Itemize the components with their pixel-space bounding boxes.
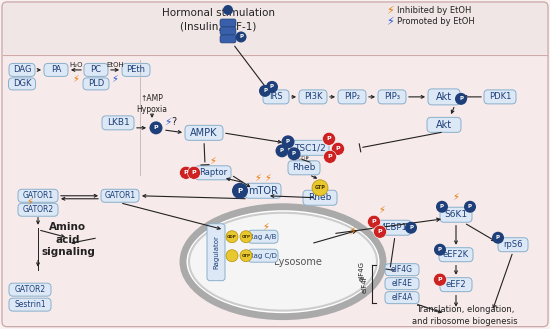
Text: mTOR: mTOR [248,186,278,196]
FancyBboxPatch shape [245,183,281,198]
Text: P: P [292,151,296,156]
Circle shape [150,121,162,134]
FancyBboxPatch shape [427,117,461,132]
Circle shape [226,250,238,262]
Circle shape [240,231,252,243]
Text: GATOR1: GATOR1 [104,191,135,200]
Text: S6K1: S6K1 [444,210,468,219]
FancyBboxPatch shape [377,220,411,235]
Text: ↑AMP
Hypoxia: ↑AMP Hypoxia [136,94,168,114]
Text: P: P [459,96,463,101]
Text: GTP: GTP [315,185,326,190]
Text: PIP₂: PIP₂ [344,92,360,101]
FancyBboxPatch shape [185,125,223,140]
Text: P: P [440,204,444,209]
Text: P: P [286,139,290,144]
Circle shape [288,147,300,160]
Circle shape [433,273,447,286]
Circle shape [322,132,335,145]
Text: P: P [192,170,196,175]
Text: Hormonal stimulation
(Insulin, IGF-1): Hormonal stimulation (Insulin, IGF-1) [162,8,274,31]
Text: P: P [336,146,340,151]
Text: ⚡: ⚡ [112,74,118,84]
Circle shape [373,225,387,238]
Ellipse shape [183,207,383,316]
Text: P: P [409,225,413,230]
FancyBboxPatch shape [378,90,406,104]
FancyBboxPatch shape [3,3,547,55]
Text: P: P [238,188,243,194]
Text: TSC1/2: TSC1/2 [294,143,326,152]
Circle shape [312,180,328,196]
FancyBboxPatch shape [18,189,58,202]
Text: P: P [438,277,442,282]
FancyBboxPatch shape [299,90,327,104]
Text: Ragulator: Ragulator [213,235,219,269]
Circle shape [232,183,248,199]
Circle shape [492,232,504,244]
FancyBboxPatch shape [484,90,516,104]
Circle shape [266,81,278,93]
FancyBboxPatch shape [288,161,320,175]
Text: AMPK: AMPK [190,128,218,138]
FancyBboxPatch shape [220,19,236,27]
Text: Amino
acid
signaling: Amino acid signaling [41,222,95,257]
Text: GTP: GTP [241,254,250,258]
Text: PEth: PEth [126,65,146,74]
FancyBboxPatch shape [248,230,278,243]
Circle shape [455,93,467,105]
Circle shape [436,201,448,213]
Text: Rheb: Rheb [309,193,332,202]
Circle shape [188,166,201,179]
Text: eIF4E: eIF4E [392,279,412,288]
FancyBboxPatch shape [385,264,419,276]
Text: Akt: Akt [436,120,452,130]
Text: ⚡: ⚡ [386,6,394,16]
Text: DGK: DGK [13,79,31,89]
Text: ⚡: ⚡ [348,227,356,237]
Text: Akt: Akt [436,92,452,102]
FancyBboxPatch shape [303,190,337,205]
Circle shape [434,244,446,256]
FancyBboxPatch shape [9,283,51,296]
Text: 4EBP1: 4EBP1 [381,223,408,232]
FancyBboxPatch shape [9,63,35,76]
Text: eIF4G: eIF4G [359,261,365,281]
FancyBboxPatch shape [122,63,150,76]
Text: ⚡: ⚡ [453,192,459,202]
FancyBboxPatch shape [83,78,109,90]
FancyBboxPatch shape [385,291,419,304]
FancyBboxPatch shape [428,89,460,105]
Text: Lysosome: Lysosome [274,257,322,267]
Text: Inhibited by EtOH: Inhibited by EtOH [397,7,471,15]
Text: Rheb: Rheb [292,163,316,172]
FancyBboxPatch shape [195,166,231,180]
Text: eEF2: eEF2 [446,280,466,289]
FancyBboxPatch shape [220,35,236,43]
Circle shape [179,166,192,179]
Circle shape [240,250,252,262]
Text: Sestrin1: Sestrin1 [14,300,46,309]
Text: PIP₃: PIP₃ [384,92,400,101]
FancyBboxPatch shape [440,278,472,291]
Text: P: P [468,204,472,209]
FancyBboxPatch shape [9,298,51,311]
Text: P: P [263,89,267,93]
Text: H₂O: H₂O [69,62,82,68]
Circle shape [367,215,381,228]
Text: ⚡: ⚡ [378,205,386,215]
Text: ⚡: ⚡ [73,74,79,84]
Text: ⚡: ⚡ [164,117,172,127]
Text: DAG: DAG [13,65,31,74]
FancyBboxPatch shape [102,116,134,130]
Text: IRS: IRS [269,92,283,101]
FancyBboxPatch shape [207,224,225,281]
Circle shape [226,231,238,243]
Text: Rag A/B: Rag A/B [249,234,277,240]
Text: eIF4F: eIF4F [362,274,368,293]
FancyBboxPatch shape [385,278,419,290]
Circle shape [282,135,294,148]
Text: PLD: PLD [88,79,104,89]
FancyBboxPatch shape [44,63,68,76]
